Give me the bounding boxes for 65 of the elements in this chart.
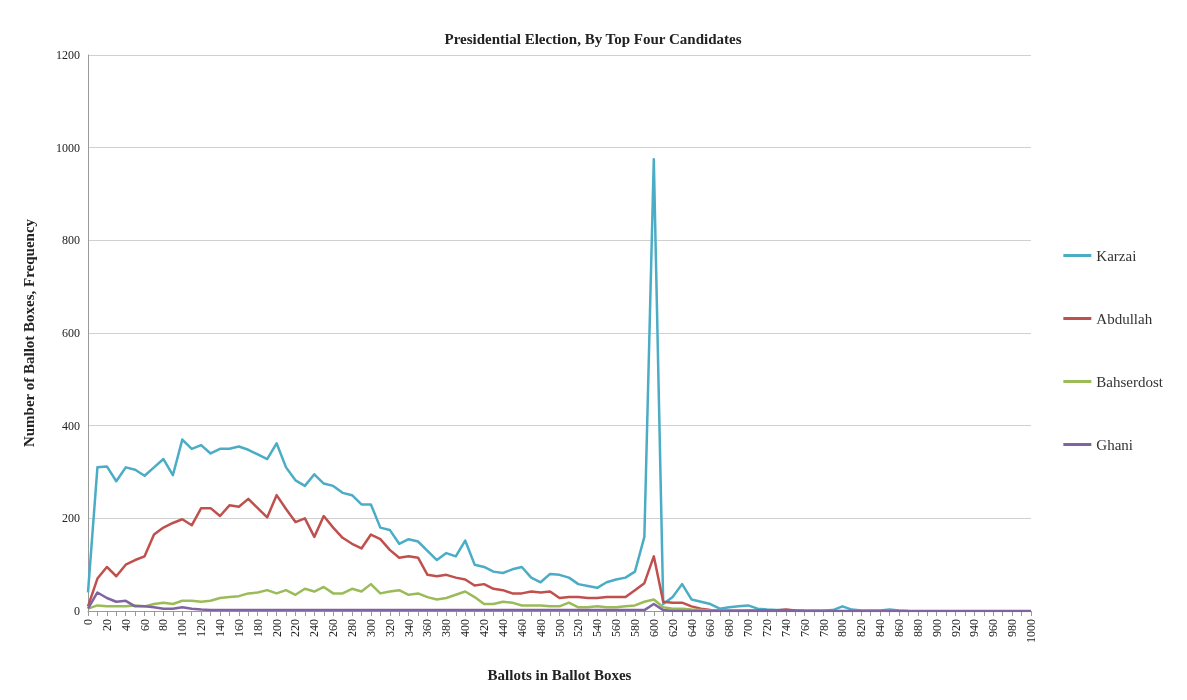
x-tick-label: 920: [948, 619, 963, 637]
x-tick-label: 660: [703, 619, 718, 637]
x-tick-label: 620: [665, 619, 680, 637]
x-tick-label: 680: [722, 619, 737, 637]
x-tick-label: 1000: [1024, 619, 1038, 643]
x-tick-label: 460: [514, 619, 529, 637]
x-tick-label: 100: [175, 619, 190, 637]
y-tick-label: 1000: [56, 140, 80, 155]
x-tick-label: 360: [420, 619, 435, 637]
x-tick-label: 320: [382, 619, 397, 637]
x-tick-label: 840: [873, 619, 888, 637]
x-tick-label: 900: [929, 619, 944, 637]
x-tick-label: 880: [910, 619, 925, 637]
x-tick-label: 400: [458, 619, 473, 637]
x-tick-label: 760: [797, 619, 812, 637]
x-tick-label: 20: [99, 619, 114, 631]
x-tick-label: 960: [986, 619, 1001, 637]
x-tick-label: 60: [137, 619, 152, 631]
x-tick-label: 0: [81, 619, 95, 625]
x-tick-label: 540: [590, 619, 605, 637]
x-tick-label: 820: [854, 619, 869, 637]
x-tick-label: 600: [646, 619, 661, 637]
y-tick-label: 400: [62, 418, 80, 433]
x-tick-label: 700: [741, 619, 756, 637]
x-tick-label: 80: [156, 619, 171, 631]
legend-label: Ghani: [1096, 436, 1134, 453]
y-axis-title: Number of Ballot Boxes, Frequency: [20, 218, 37, 448]
x-tick-label: 640: [684, 619, 699, 637]
x-tick-label: 260: [326, 619, 341, 637]
x-tick-label: 340: [401, 619, 416, 637]
x-tick-label: 500: [552, 619, 567, 637]
x-tick-label: 200: [269, 619, 284, 637]
x-tick-label: 120: [194, 619, 209, 637]
y-tick-label: 600: [62, 326, 80, 340]
chart-title: Presidential Election, By Top Four Candidates: [444, 30, 742, 47]
x-tick-label: 140: [213, 619, 228, 637]
y-tick-label: 0: [74, 604, 80, 618]
x-tick-label: 380: [439, 619, 454, 637]
x-tick-label: 180: [250, 619, 265, 637]
x-tick-label: 780: [816, 619, 831, 637]
y-tick-label: 800: [62, 233, 80, 248]
x-tick-label: 720: [759, 619, 774, 637]
x-tick-label: 580: [627, 619, 642, 637]
x-tick-label: 860: [891, 619, 906, 637]
x-tick-label: 480: [533, 619, 548, 637]
x-tick-label: 420: [477, 619, 492, 637]
x-tick-label: 980: [1005, 619, 1020, 637]
x-tick-label: 40: [118, 619, 133, 631]
x-tick-label: 160: [231, 619, 246, 637]
x-axis-title: Ballots in Ballot Boxes: [487, 666, 632, 683]
y-tick-label: 200: [62, 511, 80, 526]
x-tick-label: 440: [495, 619, 510, 637]
x-tick-label: 280: [345, 619, 360, 637]
legend-label: Karzai: [1096, 247, 1137, 264]
y-tick-label: 1200: [56, 48, 80, 62]
legend-label: Bahserdost: [1096, 373, 1164, 390]
x-tick-label: 240: [307, 619, 322, 637]
x-tick-label: 520: [571, 619, 586, 637]
x-tick-label: 940: [967, 619, 982, 637]
x-tick-label: 740: [778, 619, 793, 637]
x-tick-label: 560: [609, 619, 624, 637]
x-tick-label: 800: [835, 619, 850, 637]
x-tick-label: 300: [363, 619, 378, 637]
x-tick-label: 220: [288, 619, 303, 637]
legend-label: Abdullah: [1096, 310, 1153, 327]
